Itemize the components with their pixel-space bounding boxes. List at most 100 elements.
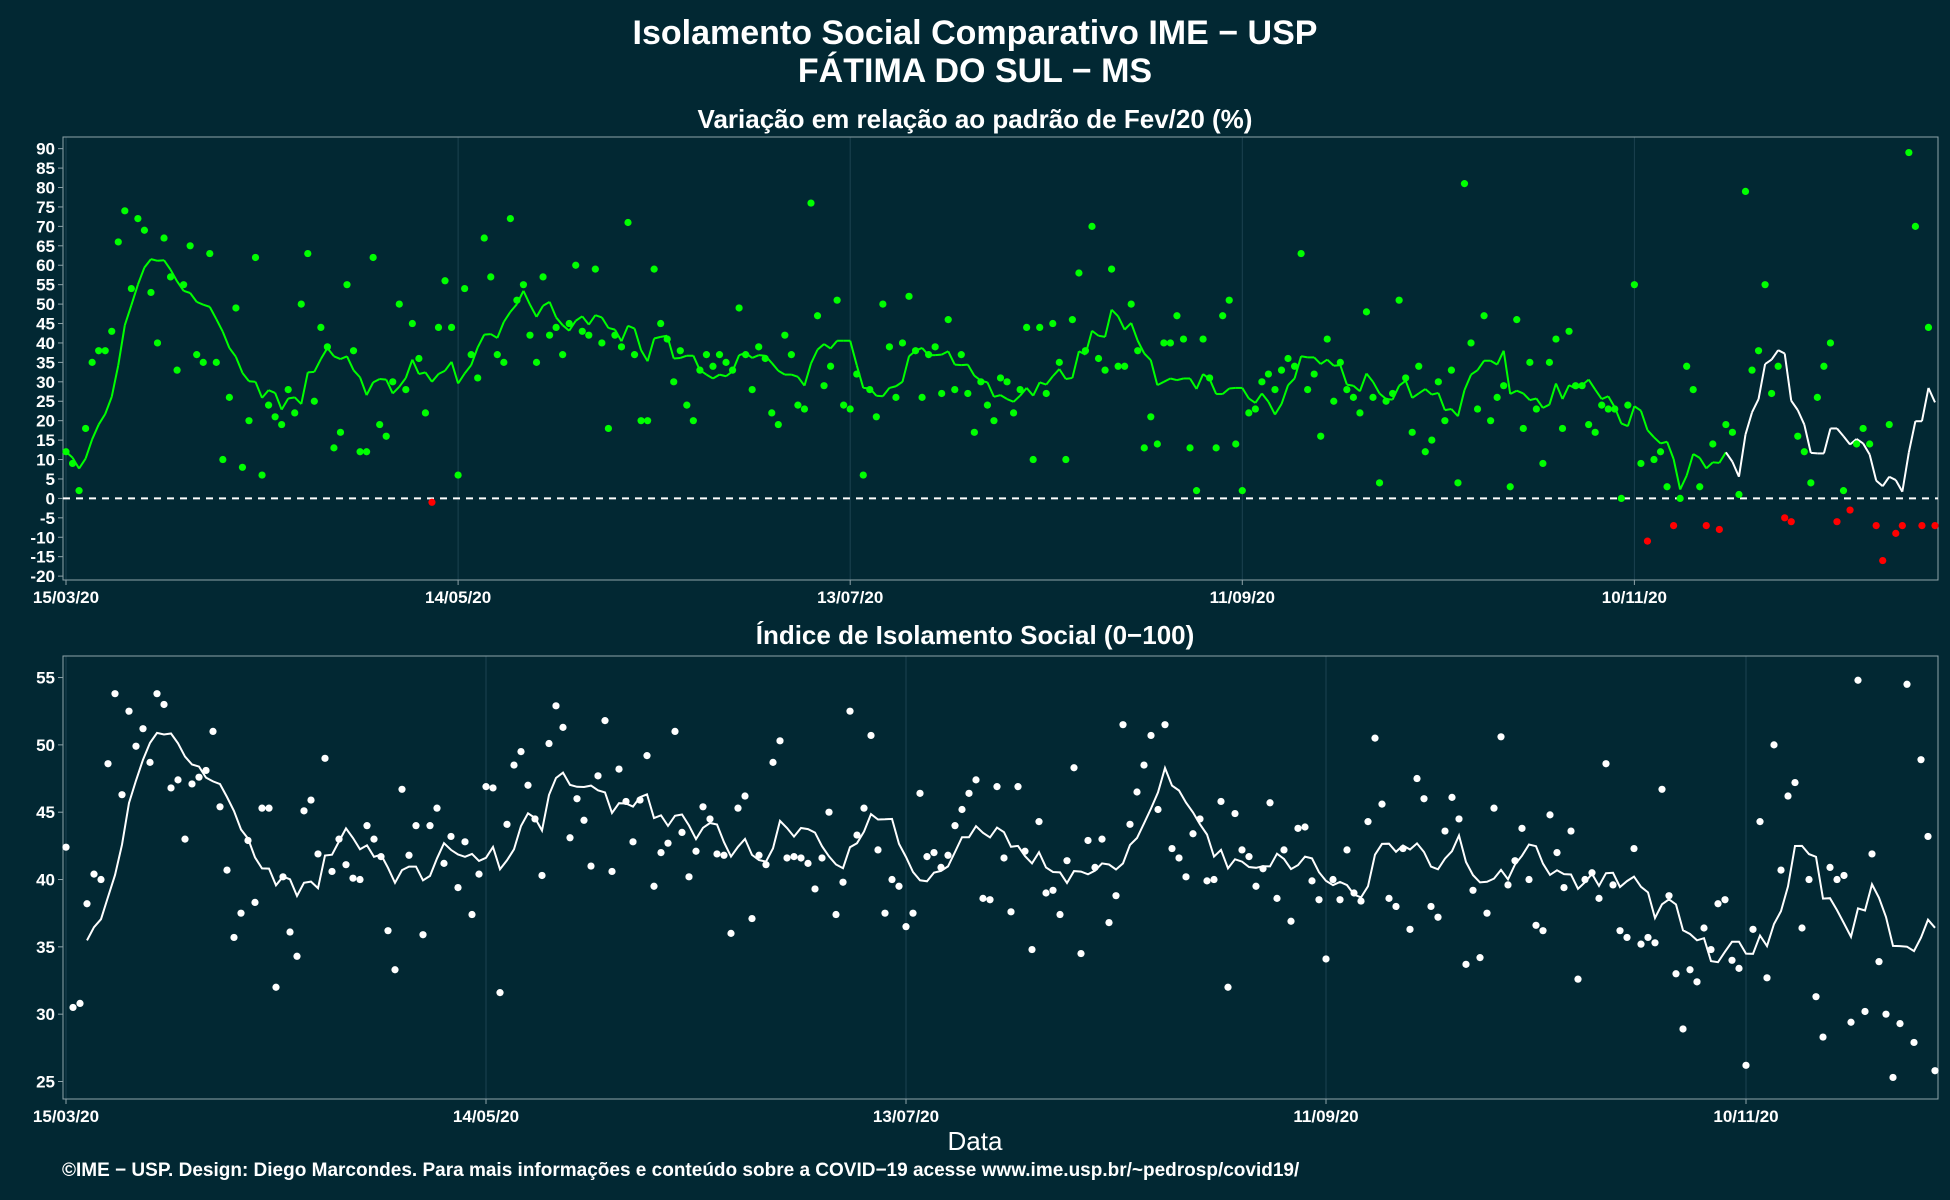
moving-average-segment (418, 371, 426, 376)
moving-average-segment (1646, 429, 1655, 439)
data-point (237, 909, 245, 917)
data-point (911, 347, 920, 355)
data-point (587, 862, 595, 870)
data-point (1035, 818, 1043, 826)
data-point (1800, 448, 1808, 456)
moving-average-segment (712, 373, 721, 380)
moving-average-segment (438, 369, 446, 375)
data-point (1203, 877, 1211, 885)
moving-average-segment (1346, 383, 1354, 387)
data-point (741, 792, 749, 800)
data-point (1371, 734, 1379, 742)
data-point (916, 789, 924, 797)
moving-average-segment (1751, 398, 1760, 413)
moving-average-segment (1110, 308, 1119, 318)
data-point (139, 725, 147, 733)
data-point (565, 319, 573, 328)
data-point (709, 362, 717, 370)
data-point (1784, 792, 1792, 800)
moving-average-segment (1810, 451, 1818, 455)
moving-average-segment (313, 358, 322, 373)
data-point (1119, 721, 1127, 729)
moving-average-segment (941, 350, 949, 356)
data-point (342, 861, 350, 869)
moving-average-segment (855, 364, 865, 389)
data-point (993, 783, 1001, 791)
data-point (230, 933, 238, 942)
data-point (1055, 358, 1063, 366)
data-point (1637, 940, 1645, 948)
moving-average-segment (1888, 475, 1897, 481)
data-point (1112, 892, 1120, 900)
moving-average-segment (1901, 452, 1910, 492)
data-point (615, 765, 623, 773)
moving-average-segment (104, 396, 113, 415)
data-point (1924, 832, 1932, 841)
data-point (1153, 440, 1161, 448)
data-point (174, 776, 182, 784)
data-point (1882, 1010, 1890, 1018)
data-point (783, 854, 791, 862)
data-point (447, 323, 456, 332)
data-point (866, 385, 874, 394)
moving-average-segment (1136, 340, 1146, 354)
data-point (727, 929, 735, 937)
moving-average-segment (1587, 379, 1597, 391)
data-point (930, 848, 938, 857)
data-point (1931, 521, 1939, 530)
data-point (496, 989, 504, 997)
data-point (1427, 902, 1435, 911)
moving-average-segment (1123, 322, 1132, 331)
moving-average-segment (1620, 422, 1629, 428)
data-point (1611, 405, 1619, 413)
moving-average-segment (503, 311, 512, 323)
data-point (629, 838, 637, 846)
data-point (720, 851, 728, 859)
y-tick-label: 45 (36, 315, 55, 334)
moving-average-segment (882, 387, 891, 397)
data-point (1042, 389, 1050, 398)
data-point (1598, 401, 1606, 409)
data-point (951, 385, 959, 394)
data-point (735, 304, 743, 312)
data-point (1670, 521, 1678, 530)
data-point (1105, 919, 1113, 927)
data-point (1369, 393, 1377, 401)
data-point (1166, 339, 1175, 347)
data-point (813, 312, 822, 320)
moving-average-segment (529, 304, 538, 318)
data-point (909, 909, 917, 917)
x-tick-label: 13/07/20 (817, 588, 883, 607)
data-point (1658, 785, 1666, 793)
data-point (572, 261, 580, 269)
moving-average-segment (1352, 384, 1361, 393)
moving-average-segment (1685, 453, 1695, 476)
data-point (1595, 894, 1603, 902)
moving-average-segment (791, 373, 799, 378)
moving-average-segment (999, 394, 1008, 400)
y-tick-label: 15 (36, 431, 55, 450)
moving-average-segment (78, 458, 87, 470)
data-point (1807, 479, 1815, 487)
data-point (1761, 281, 1769, 289)
moving-average-segment (1672, 458, 1682, 490)
y-tick-label: 30 (36, 373, 55, 392)
moving-average-segment (1444, 408, 1452, 412)
data-point (389, 378, 397, 386)
moving-average-segment (1535, 397, 1544, 409)
data-point (1513, 316, 1521, 324)
moving-average-segment (653, 335, 661, 340)
data-point (1840, 871, 1848, 880)
data-point (1560, 883, 1568, 892)
data-point (1749, 925, 1757, 933)
moving-average-segment (1894, 479, 1904, 493)
data-point (1189, 830, 1197, 838)
moving-average-segment (463, 364, 472, 375)
data-point (1525, 875, 1533, 884)
data-point (519, 281, 528, 289)
data-point (1742, 1061, 1750, 1069)
moving-average-segment (1594, 389, 1603, 400)
data-point (622, 797, 630, 806)
moving-average-segment (1052, 368, 1061, 377)
moving-average-segment (1019, 387, 1028, 397)
